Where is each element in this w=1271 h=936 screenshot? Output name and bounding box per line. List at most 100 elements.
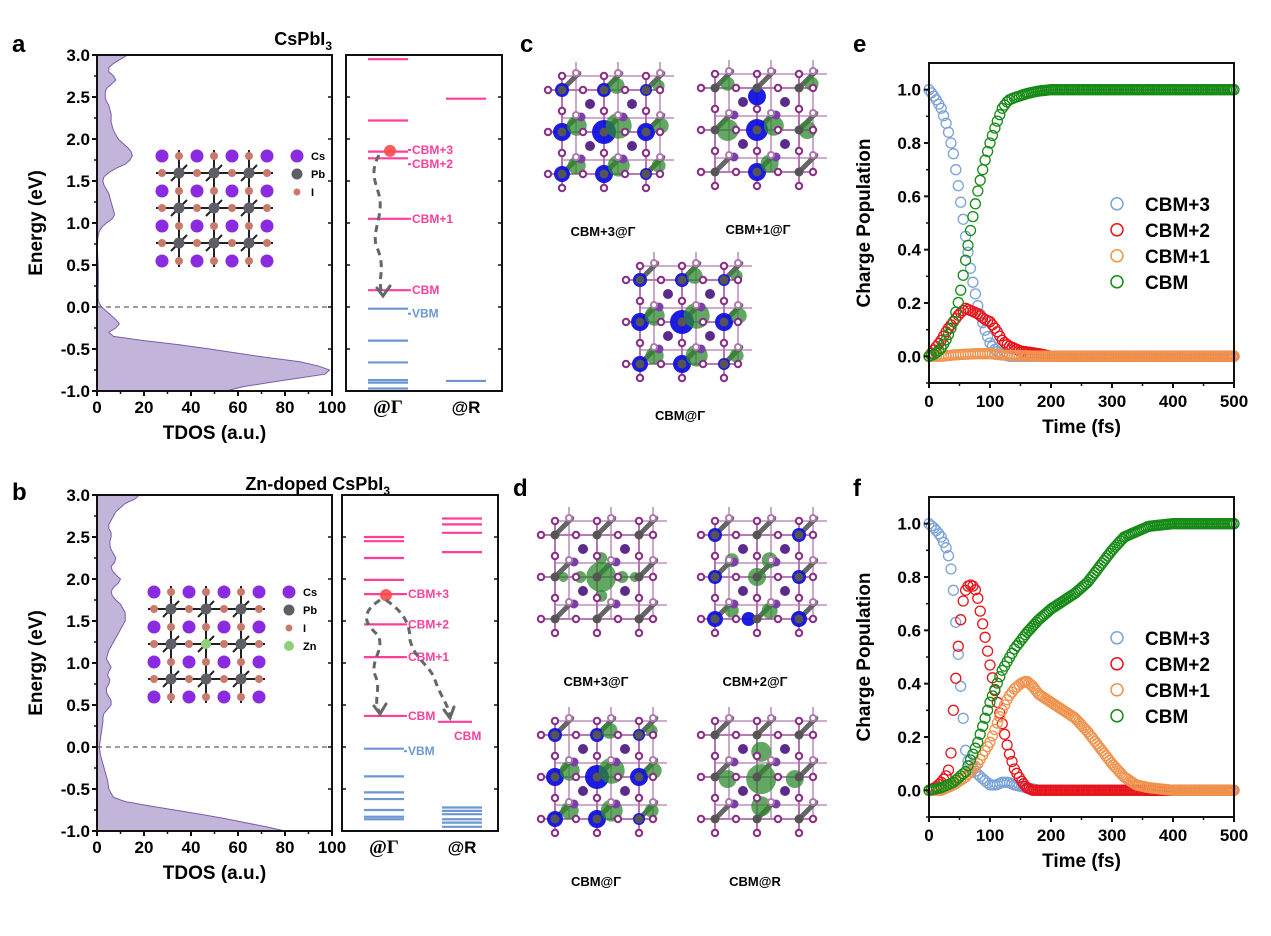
i-atom [550, 628, 560, 638]
pb-atom [550, 814, 560, 824]
tdos-area [96, 54, 331, 392]
i-atom [592, 716, 602, 726]
i-atom [607, 598, 615, 606]
title-b-main: Zn-doped CsPbI [245, 474, 383, 494]
pb-atom [235, 673, 247, 685]
i-atom [767, 756, 775, 764]
cs-atom [260, 254, 274, 268]
y-tick-label: 3.0 [66, 486, 90, 505]
caption-c-3: CBM@Γ [655, 408, 705, 423]
cs-atom [620, 786, 630, 796]
x-tick-label: 0 [92, 398, 101, 417]
i-atom [808, 772, 818, 782]
data-point [942, 550, 955, 562]
i-atom [543, 85, 553, 95]
i-atom [578, 85, 588, 95]
i-atom [599, 106, 609, 116]
pb-atom [235, 638, 247, 650]
pb-atom [634, 572, 644, 582]
chart-b-tdos: 3.0 2.5 2.0 1.5 1.0 0.5 0.0 -0.5 -1.00 20 40 60 80 10… [26, 486, 346, 884]
i-atom [719, 261, 729, 271]
i-atom [210, 222, 218, 230]
data-point [942, 328, 955, 341]
panel-label-b: b [12, 479, 27, 506]
data-point [942, 126, 955, 138]
pb-atom [794, 814, 804, 824]
data-point [947, 148, 960, 160]
cs-atom [217, 620, 231, 634]
pb-atom [752, 125, 762, 135]
legend-cs-marker [290, 149, 304, 163]
i-atom [767, 798, 775, 806]
data-point [996, 704, 1008, 716]
cs-atom [663, 331, 673, 341]
panel-label-d: d [513, 475, 528, 502]
i-atom [752, 69, 762, 79]
data-point [937, 536, 950, 548]
data-point [937, 110, 950, 122]
pb-atom [794, 83, 804, 93]
title-a-sub: 3 [325, 39, 332, 53]
pb-atom [634, 614, 644, 624]
i-atom [808, 814, 818, 824]
i-atom [710, 628, 720, 638]
i-atom [794, 593, 804, 603]
i-atom [536, 614, 546, 624]
i-atom [167, 658, 175, 666]
orbital-lobe [718, 770, 737, 789]
data-point [959, 254, 972, 266]
k-point-label: @Γ [369, 837, 399, 858]
i-atom [607, 514, 615, 522]
i-atom [773, 125, 783, 135]
i-atom [731, 167, 741, 177]
pb-atom [599, 85, 609, 95]
i-atom [572, 153, 580, 161]
i-atom [734, 301, 742, 309]
i-atom [731, 83, 741, 93]
i-atom [158, 169, 166, 177]
cs-atom [225, 254, 239, 268]
pb-atom [550, 572, 560, 582]
i-atom [710, 516, 720, 526]
data-point [981, 645, 994, 657]
data-point [986, 730, 999, 742]
i-atom [635, 373, 645, 383]
legend-label: CBM+1 [1145, 247, 1210, 268]
i-atom [634, 628, 644, 638]
data-point [972, 736, 984, 748]
chart-e-population: 1.0 0.8 0.6 0.4 0.2 0.0 0 100 200 300 400 500 Time (… [854, 62, 1248, 438]
data-point [964, 262, 977, 274]
orbital-lattice-d1 [536, 507, 667, 638]
i-atom [578, 169, 588, 179]
y-tick-label: 1.5 [66, 612, 90, 631]
pb-atom [794, 772, 804, 782]
y-tick-label: 0.2 [897, 728, 921, 747]
i-atom [245, 152, 253, 160]
i-atom [696, 167, 706, 177]
r-cbm-label: CBM [454, 729, 481, 743]
pb-atom [592, 772, 602, 782]
cs-atom [578, 586, 588, 596]
cs-atom [663, 289, 673, 299]
cs-atom [780, 586, 790, 596]
pb-atom [165, 603, 177, 615]
i-atom [767, 151, 775, 159]
pb-atom [752, 167, 762, 177]
i-atom [692, 343, 700, 351]
i-atom [809, 798, 817, 806]
i-atom [220, 675, 228, 683]
pb-atom [165, 673, 177, 685]
relaxation-arrow [365, 598, 382, 714]
cs-atom [182, 585, 196, 599]
data-point [977, 618, 989, 630]
i-atom [794, 716, 804, 726]
legend-label: CBM+1 [1145, 681, 1210, 702]
i-atom [641, 71, 651, 81]
orbital-lattice-c2 [696, 60, 827, 191]
pb-atom [710, 814, 720, 824]
legend-marker [1110, 709, 1124, 723]
x-axis-title: TDOS (a.u.) [163, 423, 266, 444]
i-atom [557, 106, 567, 116]
i-atom [220, 605, 228, 613]
i-atom [696, 83, 706, 93]
